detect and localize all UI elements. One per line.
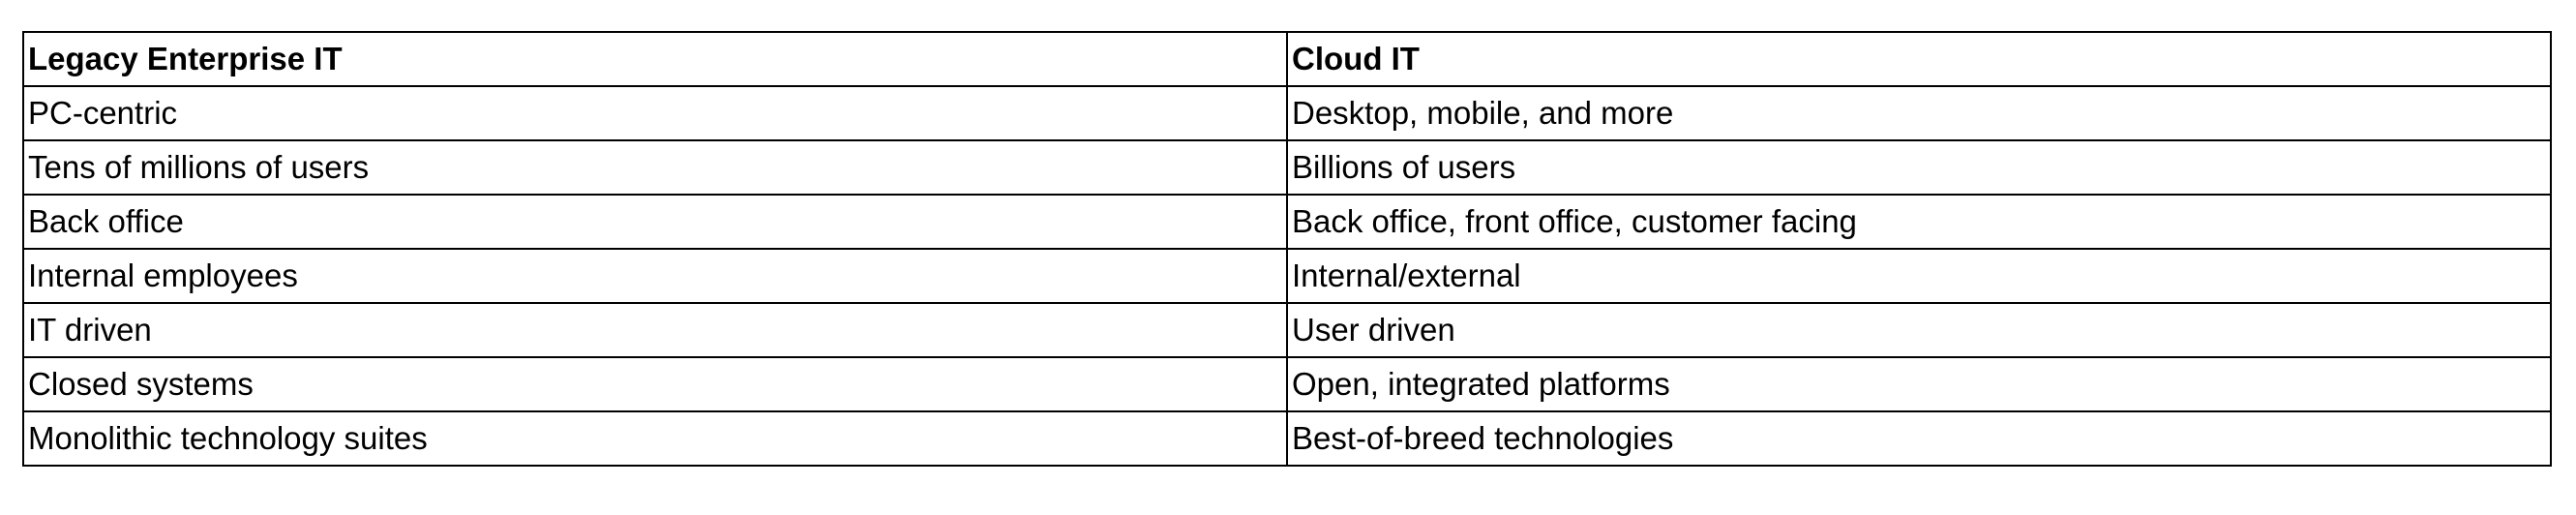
- cell-cloud: Billions of users: [1286, 139, 2552, 196]
- table-row: Closed systems Open, integrated platform…: [22, 356, 2552, 412]
- cell-legacy: Back office: [22, 194, 1288, 250]
- cell-cloud: Back office, front office, customer faci…: [1286, 194, 2552, 250]
- header-cloud-it: Cloud IT: [1286, 31, 2552, 87]
- table-row: Internal employees Internal/external: [22, 248, 2552, 304]
- table-row: Back office Back office, front office, c…: [22, 194, 2552, 250]
- cell-legacy: PC-centric: [22, 85, 1288, 141]
- table-header: Legacy Enterprise IT Cloud IT: [22, 31, 2552, 87]
- cell-cloud: Desktop, mobile, and more: [1286, 85, 2552, 141]
- table-row: PC-centric Desktop, mobile, and more: [22, 85, 2552, 141]
- cell-cloud: User driven: [1286, 302, 2552, 358]
- header-legacy-enterprise-it: Legacy Enterprise IT: [22, 31, 1288, 87]
- header-row: Legacy Enterprise IT Cloud IT: [22, 31, 2552, 87]
- cell-cloud: Open, integrated platforms: [1286, 356, 2552, 412]
- table-body: PC-centric Desktop, mobile, and more Ten…: [22, 85, 2552, 467]
- cell-cloud: Internal/external: [1286, 248, 2552, 304]
- cell-legacy: Closed systems: [22, 356, 1288, 412]
- table-row: IT driven User driven: [22, 302, 2552, 358]
- table-row: Tens of millions of users Billions of us…: [22, 139, 2552, 196]
- table-row: Monolithic technology suites Best-of-bre…: [22, 410, 2552, 467]
- comparison-table: Legacy Enterprise IT Cloud IT PC-centric…: [22, 31, 2552, 467]
- cell-legacy: IT driven: [22, 302, 1288, 358]
- cell-cloud: Best-of-breed technologies: [1286, 410, 2552, 467]
- cell-legacy: Monolithic technology suites: [22, 410, 1288, 467]
- cell-legacy: Tens of millions of users: [22, 139, 1288, 196]
- cell-legacy: Internal employees: [22, 248, 1288, 304]
